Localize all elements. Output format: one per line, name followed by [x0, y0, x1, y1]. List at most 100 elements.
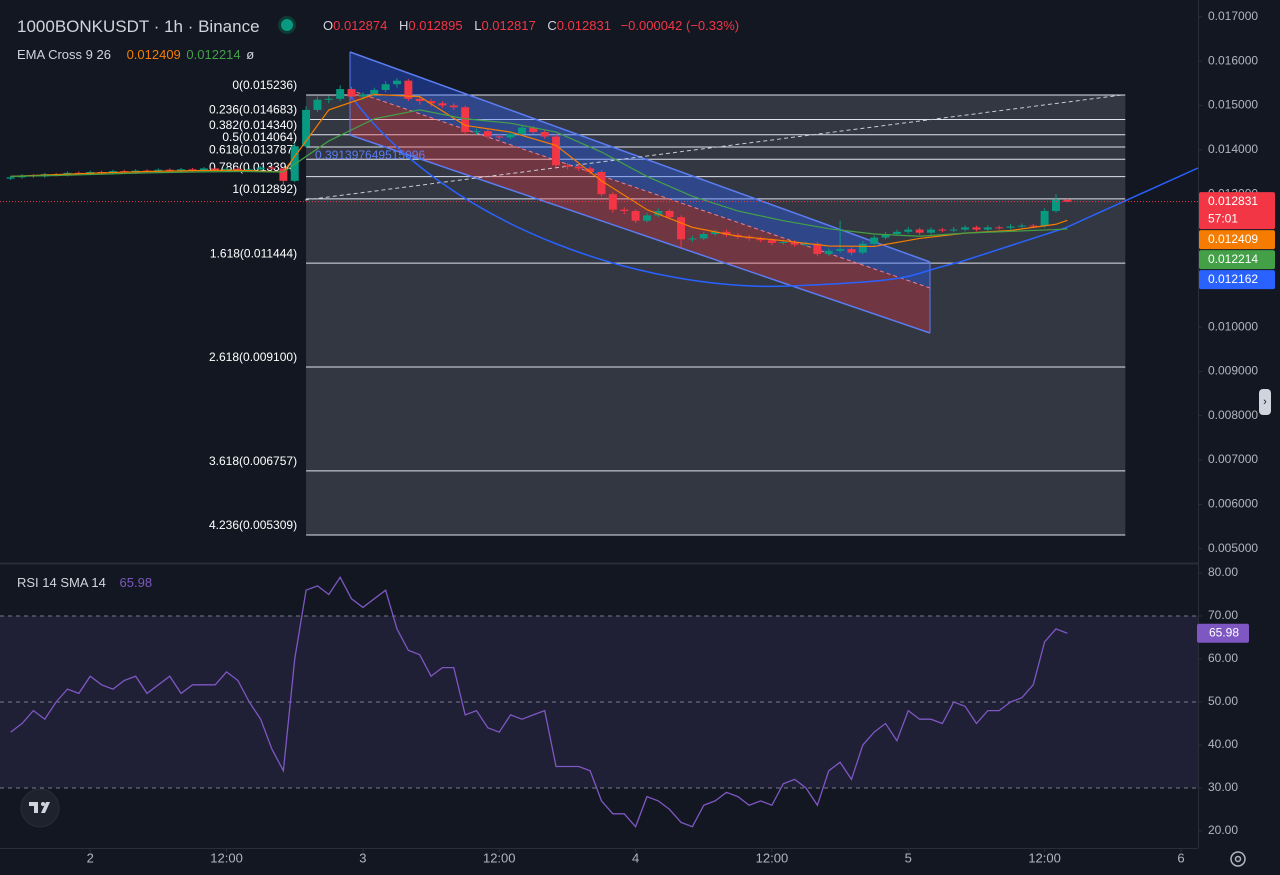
candle-body [631, 210, 640, 221]
candle-body [449, 105, 458, 108]
candle-body [824, 250, 833, 254]
candle-body [1006, 226, 1015, 228]
y-tick-label: 0.017000 [1208, 9, 1258, 23]
trend-line-dashed [304, 94, 1123, 201]
candle-body [268, 167, 276, 169]
y-tick-label: 60.00 [1208, 651, 1238, 665]
marks [0, 78, 1198, 828]
candle-body [529, 127, 538, 133]
ohlc-key: H [398, 18, 409, 33]
fib-retracement: 0(0.015236) 0.236(0.014683)0.382(0.014340… [209, 78, 1126, 536]
ema-value: 0.012409 [126, 47, 181, 62]
candle-body [177, 169, 186, 172]
ema-value: 0.012214 [186, 47, 241, 62]
price-label: 0.012409 [1208, 232, 1258, 246]
fib-label: 0.236(0.014683) [209, 103, 297, 117]
candle-body [699, 234, 708, 239]
rsi-legend: RSI 14 SMA 14 65.98 [17, 575, 152, 590]
y-tick-label: 0.008000 [1208, 408, 1258, 422]
candle-body [483, 131, 492, 137]
y-tick-label: 0.006000 [1208, 497, 1258, 511]
scroll-icon[interactable]: › [1263, 396, 1267, 408]
candle-body [552, 136, 561, 166]
candle-body [1017, 225, 1026, 227]
y-tick-label: 0.014000 [1208, 142, 1258, 156]
y-tick-label: 50.00 [1208, 694, 1238, 708]
candle-body [404, 80, 413, 99]
candle-body [438, 103, 447, 106]
price-label-box [1199, 230, 1275, 250]
ohlc-value: 0.012874 [333, 18, 388, 33]
candle-body [779, 241, 788, 243]
candle-body [1051, 199, 1060, 211]
candle-body [665, 210, 674, 218]
y-tick-label: 40.00 [1208, 737, 1238, 751]
rsi-label: 65.98 [1209, 625, 1239, 639]
ohlc-value: 0.012817 [481, 18, 536, 33]
y-tick-label: 30.00 [1208, 780, 1238, 794]
channel-line [349, 134, 931, 334]
candle-body [233, 168, 242, 171]
ohlc-legend: O0.012874 H0.012895 L0.012817 C0.012831 … [315, 18, 739, 33]
candle-body [767, 240, 776, 243]
ohlc-key: O [323, 18, 334, 33]
candle-body [165, 169, 174, 172]
candle-body [302, 109, 311, 147]
ohlc-value: 0.012895 [408, 18, 463, 33]
price-label: 0.012214 [1208, 252, 1258, 266]
candle-body [870, 237, 879, 244]
candle-body [1029, 225, 1038, 227]
candle-body [336, 89, 345, 99]
candle-body [563, 165, 572, 167]
candle-body [540, 132, 549, 137]
candle-body [904, 229, 913, 232]
candle-body [427, 101, 436, 104]
y-tick-label: 0.016000 [1208, 53, 1258, 67]
candle-body [324, 98, 333, 100]
candle-body [279, 168, 288, 181]
ohlc-value: 0.012831 [556, 18, 611, 33]
candle-body [461, 107, 470, 133]
candle-body [256, 167, 265, 170]
fib-label: 2.618(0.009100) [209, 350, 297, 364]
settings-icon[interactable] [1230, 851, 1246, 867]
rsi-value: 65.98 [119, 575, 153, 590]
rsi-line [10, 576, 1068, 828]
y-tick-label: 70.00 [1208, 608, 1238, 622]
y-tick-label: 80.00 [1208, 565, 1238, 579]
y-tick-label: 20.00 [1208, 823, 1238, 837]
fib-label: 4.236(0.005309) [209, 518, 297, 532]
x-tick-label: 6 [1177, 850, 1184, 865]
x-tick-label: 3 [359, 850, 366, 865]
candle-body [222, 168, 231, 170]
candle-body [574, 166, 583, 169]
x-tick-label: 4 [632, 850, 639, 865]
fib-label: 0.5(0.014064) [222, 130, 297, 144]
axes: 0.0170000.0160000.0150000.0140000.013000… [87, 9, 1275, 865]
x-tick-label: 12:00 [483, 850, 516, 865]
y-tick-label: 0.005000 [1208, 541, 1258, 555]
fib-background [306, 95, 1126, 536]
candle-body [813, 243, 822, 254]
candle-body [472, 131, 481, 133]
candle-body [393, 80, 401, 85]
legend-header: 1000BONKUSDT · 1h · Binance O0.012874 H0… [17, 16, 739, 37]
status-dot [278, 16, 297, 34]
scroll-handle[interactable] [1259, 389, 1271, 415]
y-tick-label: 0.009000 [1208, 364, 1258, 378]
x-tick-label: 12:00 [756, 850, 789, 865]
y-tick-label: 0.007000 [1208, 452, 1258, 466]
x-tick-label: 12:00 [1028, 850, 1061, 865]
y-tick-label: 0.015000 [1208, 98, 1258, 112]
candle-body [722, 231, 731, 235]
candle-body [927, 229, 935, 233]
candle-body [642, 215, 651, 221]
price-label-box [1199, 192, 1275, 230]
indicator-legend: EMA Cross 9 26 0.012409 0.012214 ø [17, 47, 254, 62]
price-label: 0.012162 [1208, 272, 1258, 286]
fib-label: 3.618(0.006757) [209, 454, 297, 468]
candle-body [188, 169, 197, 171]
change: −0.000042 (−0.33%) [620, 18, 740, 33]
candle-body [415, 98, 424, 102]
